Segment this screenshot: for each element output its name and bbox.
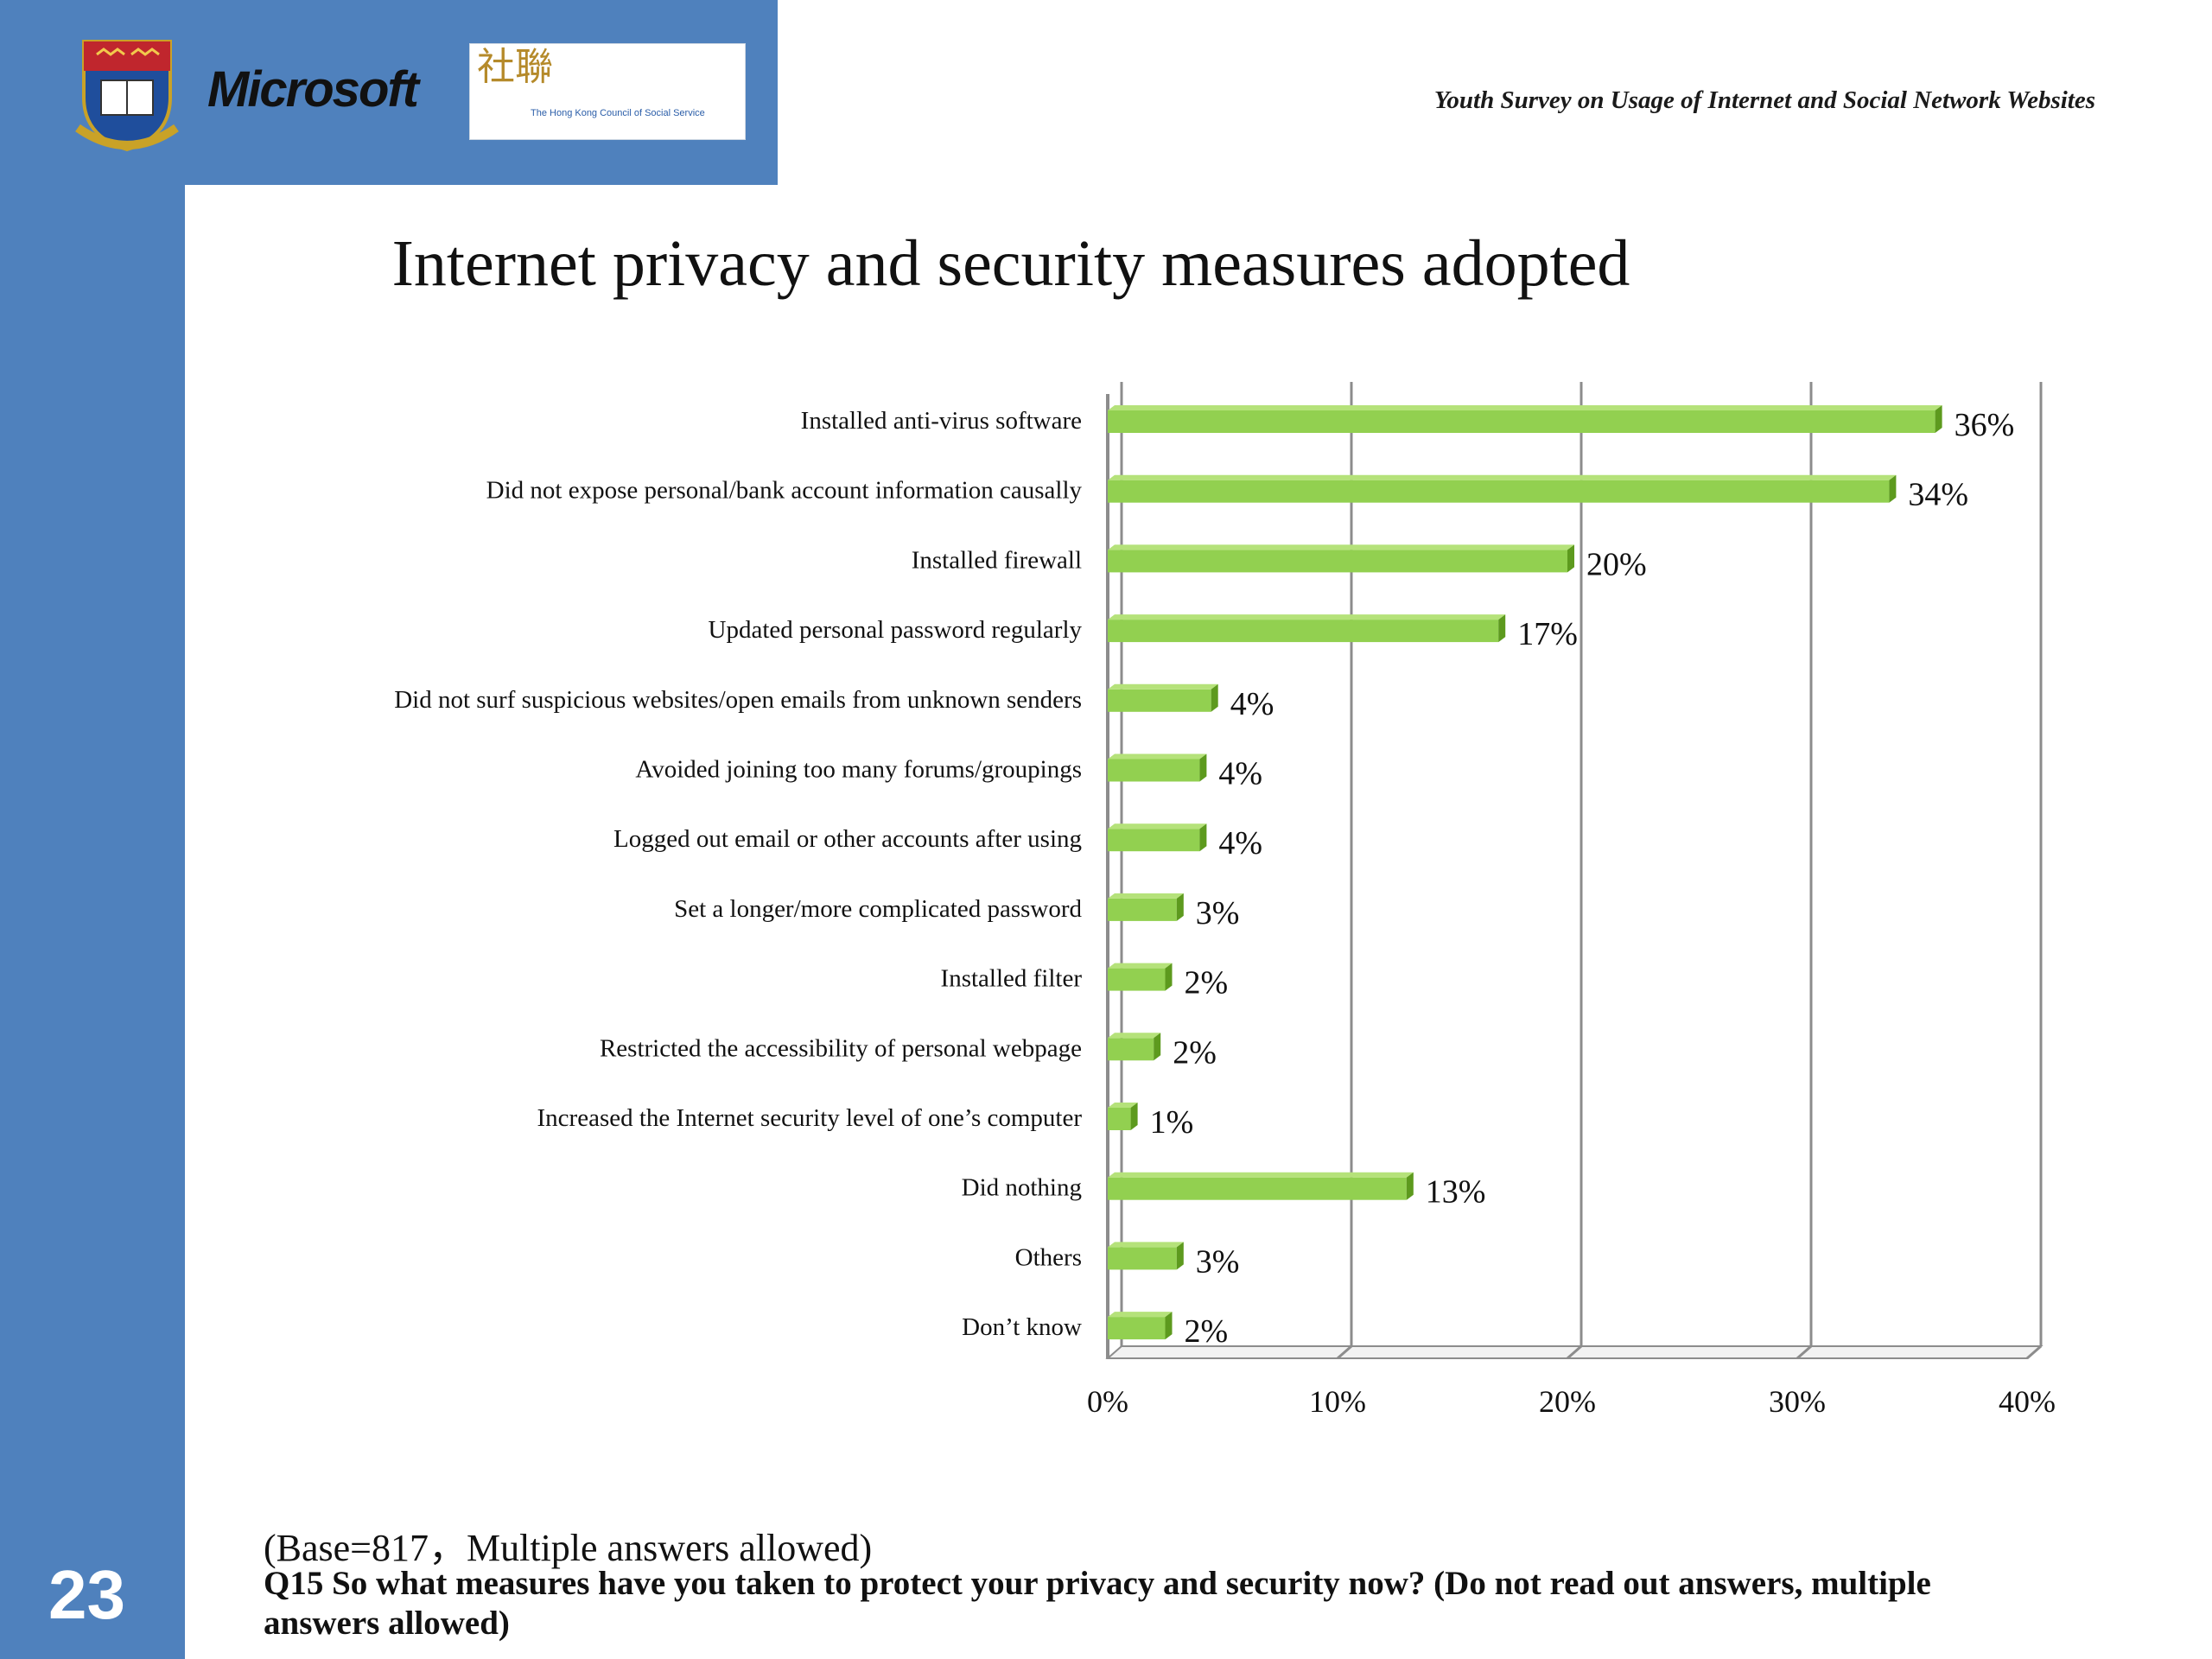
bar-end-face [1176,893,1184,921]
bar-layer [1108,405,1942,1340]
category-label: Installed firewall [912,546,1082,574]
bar-top-face [1108,544,1574,550]
gridline-foot [1567,1344,1582,1360]
bar [1108,550,1567,573]
data-label: 36% [1955,407,2015,443]
category-label: Did nothing [962,1174,1082,1202]
category-label: Installed filter [941,965,1083,993]
bar-top-face [1108,893,1184,899]
category-label: Don’t know [962,1313,1082,1341]
bar [1108,689,1211,712]
data-label: 2% [1185,965,1229,1001]
gridline-foot [2026,1344,2042,1360]
data-label: 4% [1218,825,1262,861]
x-tick-label: 30% [1769,1384,1826,1419]
bar-top-face [1108,474,1897,480]
bar-end-face [1199,823,1207,852]
gridline-foot [1796,1344,1812,1360]
data-label: 1% [1150,1104,1194,1141]
category-label: Did not surf suspicious websites/open em… [394,686,1082,714]
bar [1108,1247,1177,1270]
x-tick-label: 10% [1309,1384,1366,1419]
x-tick-label: 0% [1087,1384,1128,1419]
bar-top-face [1108,963,1173,969]
gridline-foot [1337,1344,1352,1360]
bar-end-face [1176,1242,1184,1270]
bar-end-face [1935,405,1942,433]
data-label: 20% [1586,546,1647,582]
hkcss-logo-glyph: 社聯 [477,45,553,89]
category-label: Set a longer/more complicated password [674,895,1082,923]
bar [1108,829,1200,852]
slide-title: Internet privacy and security measures a… [392,226,1944,302]
bar-top-face [1108,614,1506,620]
category-label: Avoided joining too many forums/grouping… [635,756,1082,784]
x-tick-label: 40% [1999,1384,2056,1419]
base-note: (Base=817，Multiple answers allowed) [264,1527,873,1569]
bar-end-face [1889,474,1897,503]
data-label: 2% [1185,1313,1229,1350]
bar [1108,968,1166,991]
category-label: Installed anti-virus software [801,407,1082,435]
data-label: 4% [1218,756,1262,792]
bar-top-face [1108,1242,1184,1248]
bar [1108,480,1890,503]
data-label: 3% [1196,1243,1240,1280]
bar-top-face [1108,1312,1173,1318]
page-number: 23 [48,1556,125,1633]
slide-title-text: Internet privacy and security measures a… [391,227,1630,300]
bar-end-face [1498,614,1506,643]
bar-top-face [1108,683,1218,690]
bar [1108,620,1499,643]
category-label: Restricted the accessibility of personal… [600,1034,1082,1062]
bar [1108,1317,1166,1340]
data-label: 3% [1196,895,1240,931]
data-label: 4% [1230,686,1274,722]
category-label: Updated personal password regularly [709,616,1083,644]
hkcss-logo-text: The Hong Kong Council of Social Service [531,108,705,118]
bar-end-face [1211,683,1218,712]
bar-top-face [1108,1172,1414,1178]
bar [1108,1177,1407,1200]
bar-top-face [1108,1033,1161,1039]
category-label: Increased the Internet security level of… [537,1104,1083,1132]
bar-end-face [1165,963,1173,991]
category-label: Did not expose personal/bank account inf… [486,477,1083,505]
category-label: Others [1015,1243,1082,1271]
bar-top-face [1108,823,1207,830]
bar-end-face [1165,1312,1173,1340]
bar [1108,898,1177,921]
left-accent-band [0,0,185,1659]
x-tick-label: 20% [1539,1384,1596,1419]
data-label: 17% [1517,616,1578,652]
bar [1108,759,1200,782]
microsoft-logo: Microsoft [207,61,419,118]
bar-end-face [1154,1033,1161,1061]
grid-layer [1105,382,2044,1360]
bar-end-face [1199,753,1207,782]
bar [1108,410,1936,433]
bar-end-face [1406,1172,1414,1200]
label-layer: 0% 10% 20% 30% 40% Installed anti-virus softw… [394,407,2056,1419]
survey-title: Youth Survey on Usage of Internet and So… [1433,86,2095,114]
bar-end-face [1567,544,1574,573]
data-label: 34% [1908,477,1968,513]
bar-end-face [1130,1103,1138,1130]
university-crest-logo [75,40,179,152]
hkcss-logo: 社聯 The Hong Kong Council of Social Servi… [469,43,746,140]
bar-top-face [1108,405,1942,410]
bar [1108,1038,1154,1061]
category-label: Logged out email or other accounts after… [613,825,1082,853]
data-label: 2% [1173,1034,1217,1071]
bar [1108,1108,1131,1130]
data-label: 13% [1426,1174,1486,1211]
bar-top-face [1108,753,1207,760]
bar-top-face [1108,1103,1138,1108]
question-text: Q15 So what measures have you taken to p… [264,1565,1931,1642]
